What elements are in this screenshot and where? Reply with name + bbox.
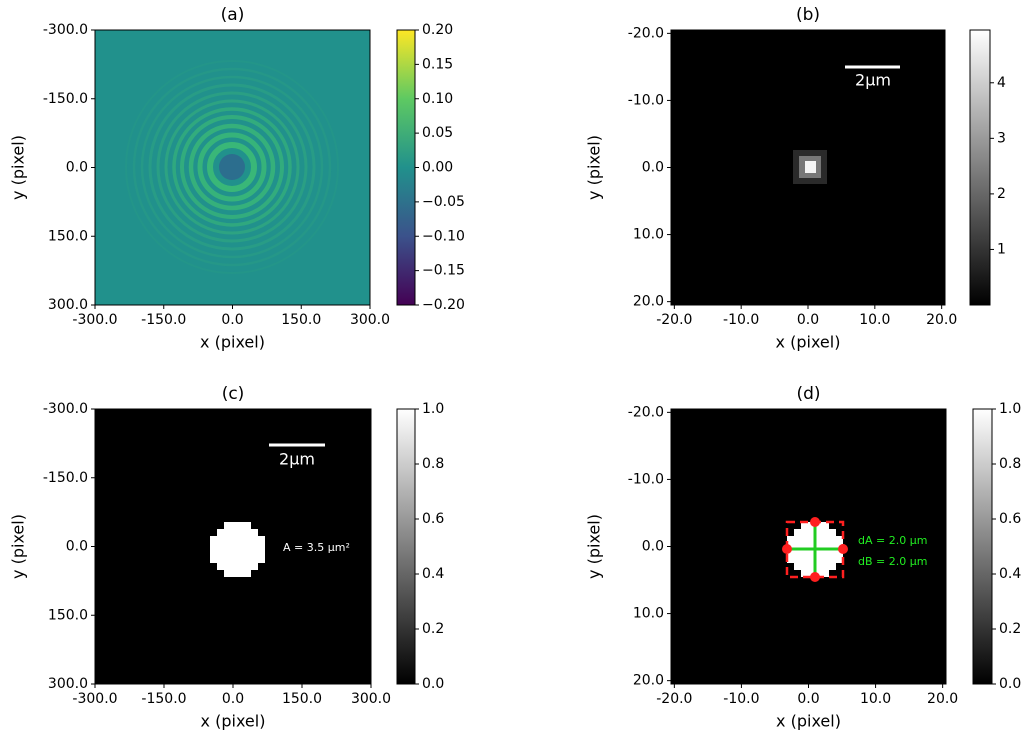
x-tick-label: -20.0 <box>656 312 692 328</box>
y-tick-label: 150.0 <box>48 228 88 244</box>
y-tick-label: -150.0 <box>43 470 88 486</box>
x-tick-label: 10.0 <box>859 312 890 328</box>
y-tick-label: 0.0 <box>642 160 664 176</box>
x-tick-label: 150.0 <box>281 312 321 328</box>
y-tick-label: -300.0 <box>43 22 88 38</box>
x-tick-label: 300.0 <box>350 312 390 328</box>
image-c: 2μm A = 3.5 μm² <box>95 409 371 684</box>
area-annotation: A = 3.5 μm² <box>283 541 350 554</box>
y-tick-label: 0.0 <box>66 160 88 176</box>
colorbar-tick-label: 1.0 <box>422 401 444 417</box>
x-tick-label: -150.0 <box>141 691 186 707</box>
panel-title: (b) <box>796 5 820 25</box>
colorbar-tick-label: 1 <box>997 241 1006 257</box>
colorbar-tick-label: −0.20 <box>422 297 465 313</box>
colorbar-tick-label: 0.8 <box>422 456 444 472</box>
x-tick-label: 0.0 <box>797 691 819 707</box>
colorbar-tick-label: 0.00 <box>422 160 453 176</box>
colorbar-tick-label: 0.2 <box>422 621 444 637</box>
scale-bar-label: 2μm <box>279 450 315 469</box>
x-tick-label: -300.0 <box>72 691 117 707</box>
dA-annotation: dA = 2.0 μm <box>858 534 927 547</box>
y-tick-label: -20.0 <box>628 25 664 41</box>
colorbar-tick-label: 0.15 <box>422 56 453 72</box>
x-tick-label: -20.0 <box>656 691 692 707</box>
colorbar-tick-label: 0.4 <box>422 566 444 582</box>
colorbar <box>972 408 993 685</box>
y-axis-label: y (pixel) <box>9 514 28 579</box>
colorbar <box>396 408 416 685</box>
panel-title: (a) <box>221 5 245 25</box>
y-tick-label: 0.0 <box>642 539 664 555</box>
panel-title: (c) <box>222 384 245 404</box>
y-tick-label: 20.0 <box>633 294 664 310</box>
x-tick-label: 10.0 <box>860 691 891 707</box>
scale-bar-label: 2μm <box>855 71 891 90</box>
x-tick-label: 0.0 <box>221 312 243 328</box>
colorbar-tick-label: −0.05 <box>422 194 465 210</box>
y-tick-label: 0.0 <box>66 539 88 555</box>
x-tick-label: -10.0 <box>723 312 759 328</box>
x-tick-label: 300.0 <box>351 691 391 707</box>
y-axis-label: y (pixel) <box>585 135 604 200</box>
panel-title: (d) <box>796 384 820 404</box>
x-tick-label: -150.0 <box>141 312 186 328</box>
colorbar-tick-label: 0.8 <box>999 456 1021 472</box>
colorbar-tick-label: 4 <box>997 75 1006 91</box>
x-tick-label: 20.0 <box>926 312 957 328</box>
image-d: dA = 2.0 μm dB = 2.0 μm <box>671 409 946 684</box>
colorbar-tick-label: 2 <box>997 186 1006 202</box>
y-tick-label: -10.0 <box>628 92 664 108</box>
y-tick-label: -20.0 <box>628 404 664 420</box>
y-tick-label: 150.0 <box>48 607 88 623</box>
y-tick-label: 300.0 <box>48 676 88 692</box>
colorbar-tick-label: 0.6 <box>422 511 444 527</box>
colorbar-tick-label: 0.10 <box>422 91 453 107</box>
colorbar-tick-label: 1.0 <box>999 401 1021 417</box>
y-tick-label: -150.0 <box>43 91 88 107</box>
x-tick-label: 0.0 <box>222 691 244 707</box>
y-tick-label: 10.0 <box>633 606 664 622</box>
colorbar <box>969 29 991 306</box>
y-tick-label: 20.0 <box>633 673 664 689</box>
y-tick-label: -10.0 <box>628 471 664 487</box>
colorbar-tick-label: 0.6 <box>999 511 1021 527</box>
x-tick-label: 0.0 <box>797 312 819 328</box>
y-axis-label: y (pixel) <box>585 514 604 579</box>
colorbar-tick-label: 0.05 <box>422 125 453 141</box>
x-tick-label: 20.0 <box>927 691 958 707</box>
x-tick-label: -300.0 <box>72 312 117 328</box>
x-axis-label: x (pixel) <box>201 712 266 731</box>
dB-annotation: dB = 2.0 μm <box>858 555 927 568</box>
colorbar-tick-label: 0.20 <box>422 22 453 38</box>
image-a <box>95 30 370 305</box>
y-tick-label: -300.0 <box>43 401 88 417</box>
colorbar-tick-label: 0.0 <box>422 676 444 692</box>
colorbar-tick-label: 3 <box>997 130 1006 146</box>
y-tick-label: 300.0 <box>48 297 88 313</box>
x-tick-label: -10.0 <box>723 691 759 707</box>
x-tick-label: 150.0 <box>282 691 322 707</box>
x-axis-label: x (pixel) <box>200 333 265 352</box>
colorbar-tick-label: −0.15 <box>422 263 465 279</box>
y-axis-label: y (pixel) <box>9 135 28 200</box>
colorbar-tick-label: 0.4 <box>999 566 1021 582</box>
x-axis-label: x (pixel) <box>776 712 841 731</box>
colorbar <box>396 29 416 306</box>
colorbar-tick-label: −0.10 <box>422 228 465 244</box>
image-b: 2μm <box>671 30 945 305</box>
x-axis-label: x (pixel) <box>776 333 841 352</box>
colorbar-tick-label: 0.0 <box>999 676 1021 692</box>
y-tick-label: 10.0 <box>633 227 664 243</box>
colorbar-tick-label: 0.2 <box>999 621 1021 637</box>
